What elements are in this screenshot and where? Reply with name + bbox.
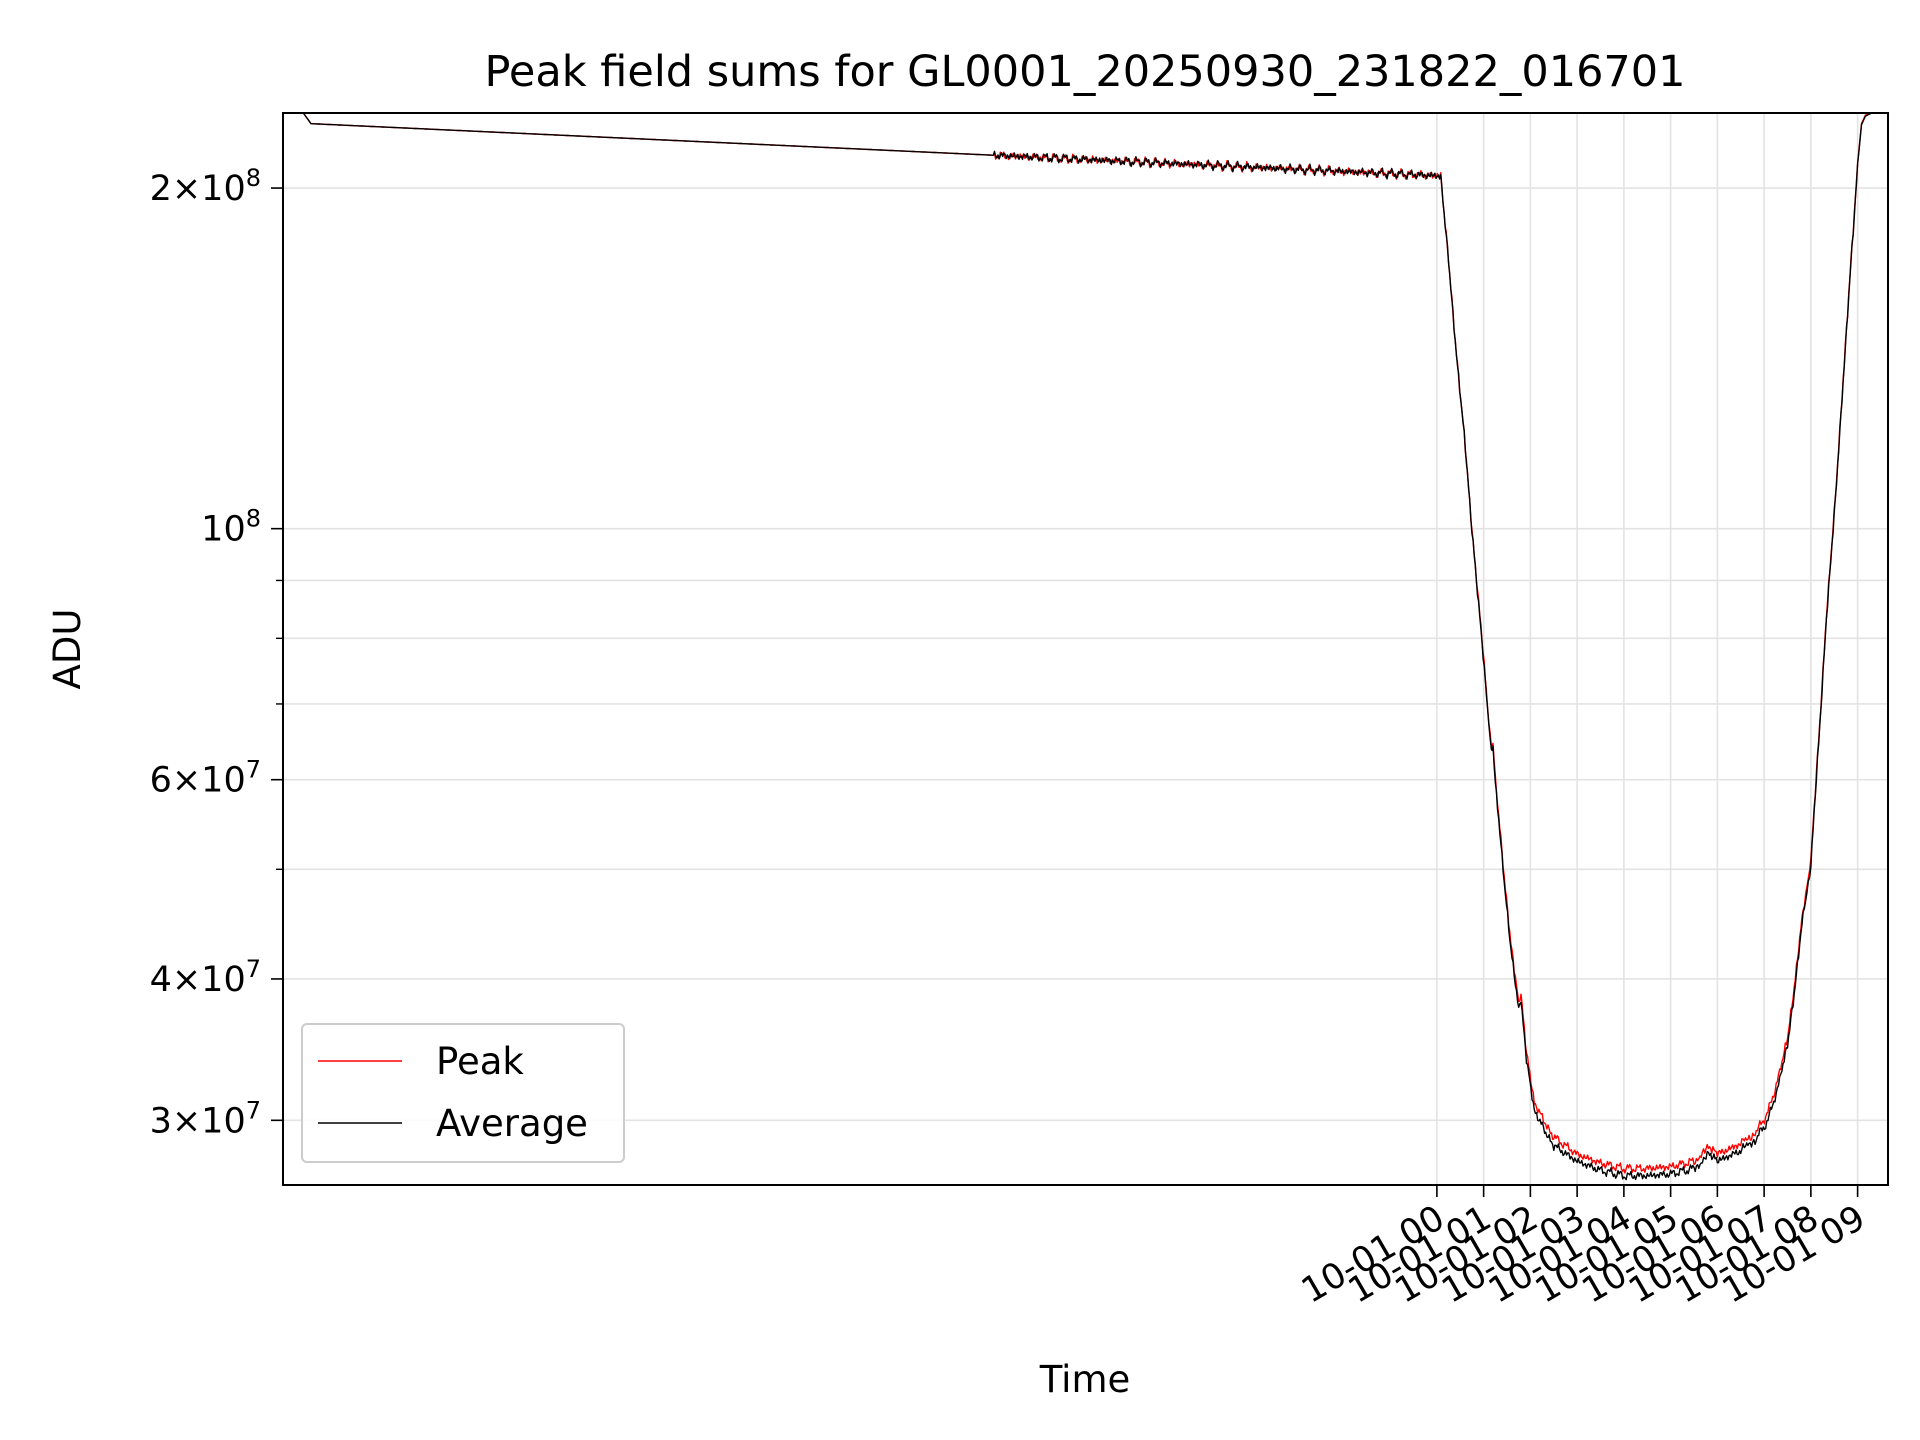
x-axis-label: Time [1039,1358,1131,1401]
y-tick-label: 2×108 [150,164,261,209]
series-lines [282,112,1872,1181]
y-tick-label: 3×107 [150,1096,261,1141]
y-axis-ticks: 3×107 4×107 6×107 108 2×108 [150,164,283,1141]
legend-label-average: Average [436,1102,588,1145]
grid-lines [283,113,1888,1185]
y-tick-label: 4×107 [150,955,261,1000]
y-tick-label: 6×107 [150,756,261,801]
y-tick-label: 108 [201,505,261,550]
series-line-average [282,112,1872,1181]
legend-label-peak: Peak [436,1040,524,1083]
y-axis-label: ADU [46,609,89,690]
legend-box [301,1023,625,1163]
legend: Peak Average [301,1023,625,1163]
chart-title: Peak field sums for GL0001_20250930_2318… [485,47,1686,97]
plot-area-frame [282,112,1889,1186]
